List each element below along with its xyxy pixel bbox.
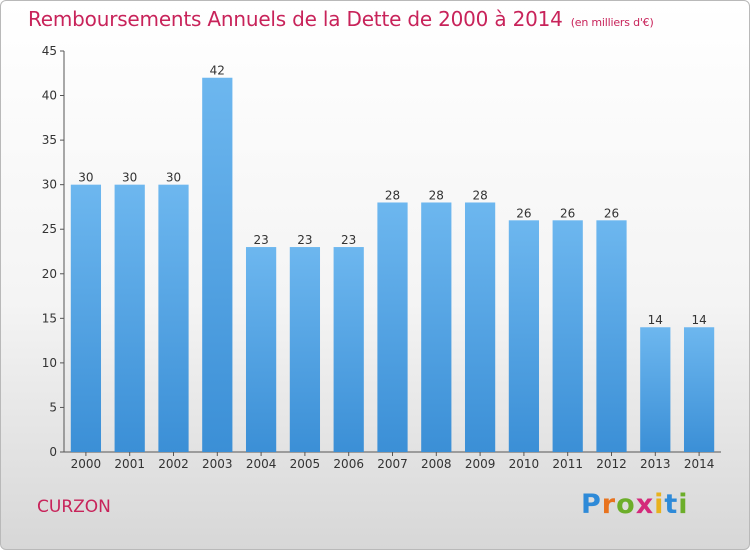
x-tick-label: 2002 — [158, 457, 189, 471]
y-tick-label: 10 — [42, 356, 57, 370]
bar — [596, 220, 627, 452]
bar — [421, 202, 452, 452]
bar-value-label: 26 — [516, 206, 531, 220]
y-tick-label: 45 — [42, 44, 57, 58]
commune-name: CURZON — [37, 497, 111, 517]
bar — [114, 184, 145, 452]
x-tick-label: 2010 — [509, 457, 540, 471]
bar-value-label: 26 — [560, 206, 575, 220]
x-tick-label: 2004 — [246, 457, 277, 471]
bar — [289, 247, 321, 452]
x-tick-label: 2011 — [552, 457, 583, 471]
x-tick-label: 2007 — [377, 457, 408, 471]
bar-value-label: 28 — [472, 188, 487, 202]
y-tick-label: 5 — [49, 400, 57, 414]
x-tick-label: 2001 — [114, 457, 145, 471]
x-tick-label: 2005 — [290, 457, 321, 471]
y-tick-label: 25 — [42, 222, 57, 236]
logo-letter: t — [664, 489, 679, 520]
bar — [464, 202, 496, 452]
y-tick-label: 30 — [42, 178, 57, 192]
bar — [640, 327, 671, 452]
bar-value-label: 14 — [691, 313, 706, 327]
bars: 30 30 30 42 23 23 23 28 28 28 26 26 26 14 14 — [70, 64, 715, 452]
logo-letter: x — [635, 489, 655, 520]
logo-letter: P — [581, 489, 602, 520]
bar-value-label: 23 — [297, 233, 312, 247]
bar — [377, 202, 408, 452]
logo-letter: o — [616, 489, 636, 520]
x-tick-label: 2006 — [333, 457, 364, 471]
bar-value-label: 28 — [385, 188, 400, 202]
bar — [683, 327, 715, 452]
x-tick-label: 2000 — [71, 457, 102, 471]
proxiti-logo[interactable]: Proxiti — [581, 489, 689, 520]
bar — [333, 247, 364, 452]
x-tick-label: 2008 — [421, 457, 452, 471]
y-tick-label: 0 — [49, 445, 57, 459]
y-tick-label: 15 — [42, 311, 57, 325]
bar — [552, 220, 583, 452]
x-tick-label: 2003 — [202, 457, 233, 471]
logo-letter: i — [654, 489, 665, 520]
y-tick-label: 40 — [42, 89, 57, 103]
x-tick-label: 2014 — [684, 457, 715, 471]
bar — [70, 184, 102, 452]
bar-value-label: 30 — [122, 171, 137, 185]
chart-title-text: Remboursements Annuels de la Dette de 20… — [28, 7, 563, 31]
x-tick-label: 2009 — [465, 457, 496, 471]
bar-value-label: 23 — [253, 233, 268, 247]
bar-value-label: 26 — [604, 206, 619, 220]
bar — [508, 220, 540, 452]
bar — [202, 77, 233, 452]
logo-letter: i — [678, 489, 689, 520]
bar-value-label: 30 — [78, 171, 93, 185]
bar-value-label: 23 — [341, 233, 356, 247]
bar-value-label: 28 — [429, 188, 444, 202]
logo-letter: r — [601, 489, 617, 520]
x-tick-label: 2012 — [596, 457, 627, 471]
bar-value-label: 42 — [210, 64, 225, 78]
chart-title: Remboursements Annuels de la Dette de 20… — [28, 7, 654, 31]
x-tick-label: 2013 — [640, 457, 671, 471]
bar-value-label: 30 — [166, 171, 181, 185]
y-tick-label: 35 — [42, 133, 57, 147]
bar-value-label: 14 — [648, 313, 663, 327]
y-tick-label: 20 — [42, 267, 57, 281]
axes: 0 5 10 15 20 25 30 35 40 45 2000 2001 2002 2003 2004 20… — [42, 44, 721, 471]
bar — [158, 184, 189, 452]
bar — [245, 247, 277, 452]
chart-unit: (en milliers d'€) — [570, 16, 654, 29]
